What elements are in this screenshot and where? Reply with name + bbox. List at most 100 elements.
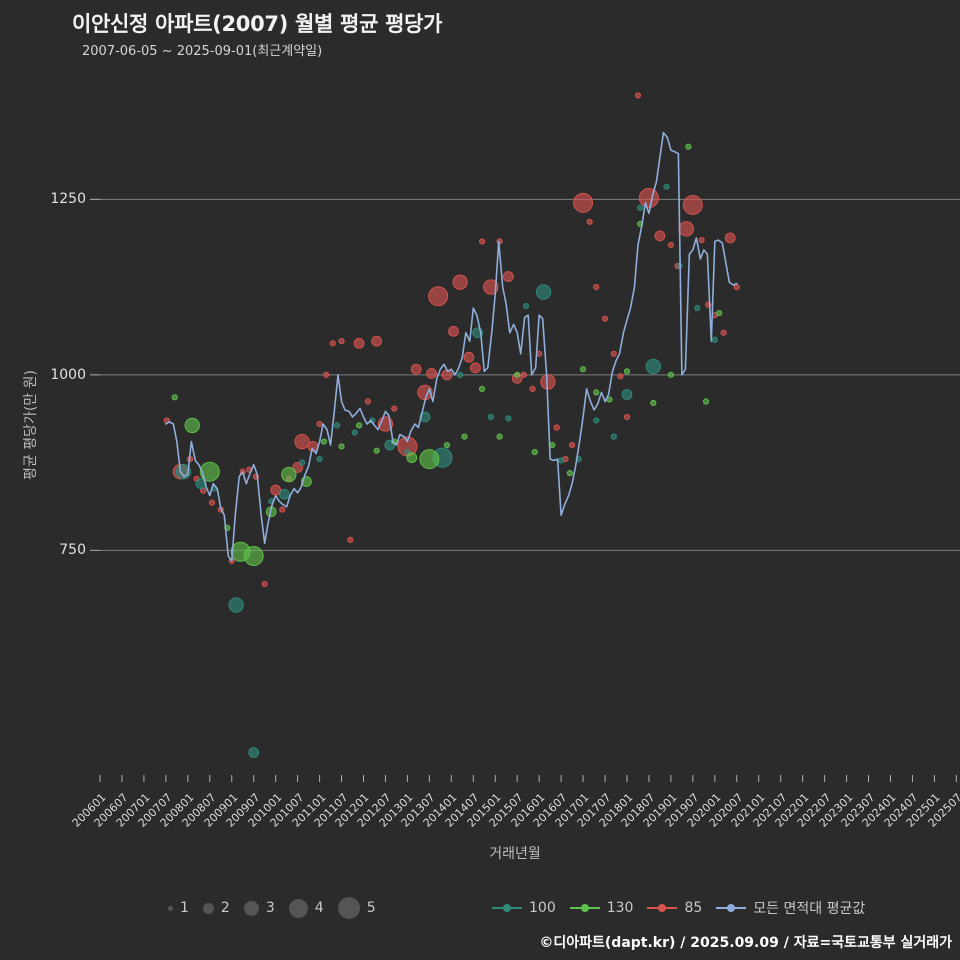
legend-bubble-icon <box>337 897 360 919</box>
bubble-point <box>452 274 468 290</box>
bubble-point <box>228 597 244 613</box>
bubble-point <box>623 368 631 375</box>
bubble-point <box>463 351 475 363</box>
bubble-point <box>682 194 703 215</box>
average-line <box>165 131 738 562</box>
bubble-point <box>410 363 422 375</box>
bubble-point <box>270 484 282 496</box>
bubble-point <box>553 424 560 431</box>
bubble-point <box>634 92 642 99</box>
bubble-point <box>171 394 178 401</box>
bubble-point <box>353 337 365 349</box>
bubble-point <box>711 336 718 343</box>
bubble-point <box>637 204 644 211</box>
bubble-point <box>610 433 617 440</box>
bubble-point <box>373 447 380 454</box>
bubble-point <box>483 279 499 295</box>
bubble-point <box>298 459 306 466</box>
bubble-point <box>540 374 556 390</box>
bubble-point <box>593 283 600 291</box>
bubble-point <box>733 283 740 291</box>
bubble-point <box>347 536 354 543</box>
bubble-point <box>248 747 260 758</box>
bubble-point <box>720 329 727 336</box>
legend-bubble-icon <box>288 898 308 918</box>
bubble-point <box>448 325 459 337</box>
bubble-point <box>199 461 220 482</box>
bubble-point <box>698 236 705 244</box>
bubble-point <box>334 422 341 429</box>
legend-size-label: 3 <box>265 900 275 916</box>
bubble-point <box>406 452 418 464</box>
bubble-point <box>391 405 398 412</box>
bubble-point <box>320 438 328 445</box>
bubble-point <box>667 241 675 249</box>
bubble-point <box>650 399 657 407</box>
bubble-point <box>638 187 659 208</box>
legend-size-label: 5 <box>366 900 376 916</box>
bubble-point <box>568 441 576 449</box>
bubble-point <box>623 413 631 421</box>
legend-bubble-icon <box>243 900 259 916</box>
bubble-point <box>685 143 692 150</box>
bubble-point <box>617 373 624 380</box>
bubble-point <box>364 398 371 405</box>
bubble-point <box>610 350 617 357</box>
legend-series-label: 100 <box>529 900 556 916</box>
bubble-point <box>579 366 587 373</box>
bubble-point <box>601 315 609 322</box>
bubble-point <box>487 413 494 421</box>
bubble-point <box>694 305 701 312</box>
footer-credit: ©디아파트(dapt.kr) / 2025.09.09 / 자료=국토교통부 실… <box>539 935 952 951</box>
x-axis-title: 거래년월 <box>489 846 541 862</box>
bubble-point <box>338 443 345 450</box>
legend-line-icon <box>569 902 600 914</box>
legend-series-item[interactable]: 모든 면적대 평균값 <box>716 898 865 918</box>
legend-series-item[interactable]: 100 <box>492 900 556 916</box>
page-subtitle: 2007-06-05 ~ 2025-09-01(최근계약일) <box>82 44 323 59</box>
page-title: 이안신정 아파트(2007) 월별 평균 평당가 <box>72 12 443 36</box>
bubble-point <box>667 371 675 378</box>
bubble-point <box>573 192 594 213</box>
legend-series-item[interactable]: 85 <box>647 900 702 916</box>
bubble-point <box>292 462 304 473</box>
bubble-point <box>261 580 268 588</box>
bubble-point <box>208 499 216 506</box>
bubble-point <box>522 302 530 310</box>
bubble-point <box>535 284 552 300</box>
bubble-point <box>621 389 633 400</box>
bubble-point <box>316 420 323 428</box>
bubble-point <box>279 488 290 500</box>
bubble-point <box>338 338 345 345</box>
y-tick-label: 1250 <box>50 191 86 208</box>
bubble-point <box>443 441 451 449</box>
bubble-point <box>351 429 358 436</box>
bubble-point <box>724 232 736 244</box>
bubble-point <box>419 411 431 423</box>
bubble-point <box>549 441 556 449</box>
bubble-point <box>702 398 710 405</box>
bubble-point <box>426 368 437 379</box>
legend-size-item: 3 <box>243 900 275 916</box>
bubble-point <box>663 183 670 190</box>
series-130 <box>171 143 723 566</box>
bubble-point <box>457 371 464 378</box>
bubble-point <box>586 218 593 225</box>
y-tick-label: 750 <box>59 542 86 559</box>
bubble-point <box>566 470 573 477</box>
bubble-point <box>520 371 527 378</box>
bubble-point <box>371 335 383 347</box>
bubble-point <box>184 417 200 434</box>
y-tick-label: 1000 <box>50 366 86 383</box>
legend-line-icon <box>647 902 678 914</box>
legend-series-item[interactable]: 130 <box>569 900 633 916</box>
bubble-point <box>279 506 286 513</box>
series-85 <box>163 92 740 588</box>
bubble-point <box>593 417 600 424</box>
bubble-point <box>461 433 468 440</box>
bubble-point <box>316 455 323 463</box>
legend-size-label: 2 <box>220 900 230 916</box>
bubble-point <box>716 309 723 317</box>
bubble-point <box>514 371 521 378</box>
